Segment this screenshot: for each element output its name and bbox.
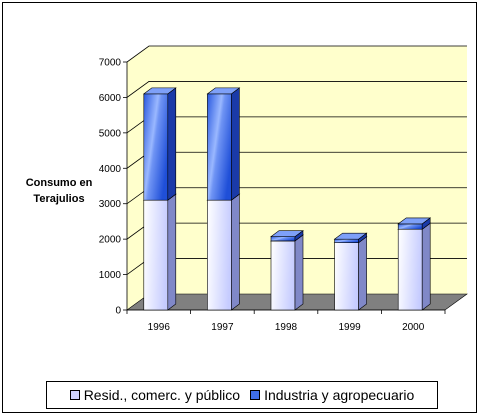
bar-1998-resid: [270, 234, 304, 311]
y-tick-label-2000: 2000: [99, 235, 122, 246]
chart-plot: 0 1000 2000 3000 4000 5000 6000 7000 1996 1997 199…: [99, 45, 468, 333]
gridline-6000: [126, 81, 467, 98]
y-tick-label-0: 0: [115, 306, 121, 317]
x-tick-label-1997: 1997: [211, 322, 234, 333]
y-tick-label-6000: 6000: [99, 93, 122, 104]
bar-1997-industria: [206, 87, 241, 201]
legend-swatch-industria: [250, 390, 261, 400]
x-tick-label-2000: 2000: [402, 322, 425, 333]
legend-item-industria: Industria y agropecuario: [250, 387, 414, 403]
y-tick-label-7000: 7000: [99, 58, 122, 69]
y-tick-label-4000: 4000: [99, 164, 122, 175]
bar-2000-industria: [397, 217, 432, 230]
x-tick-label-1998: 1998: [275, 322, 298, 333]
legend-item-resid: Resid., comerc. y público: [69, 387, 241, 403]
bar-1996-resid: [142, 193, 177, 311]
y-tick-label-3000: 3000: [99, 199, 122, 210]
x-tick-label-1999: 1999: [338, 322, 361, 333]
y-axis-label: Consumo en Terajulios: [25, 177, 93, 205]
bar-1997-resid: [206, 193, 241, 311]
legend: Resid., comerc. y público Industria y ag…: [46, 381, 438, 409]
legend-label-resid: Resid., comerc. y público: [83, 387, 241, 403]
bar-2000-resid: [397, 222, 432, 311]
legend-swatch-resid: [69, 390, 80, 400]
x-tick-label-1996: 1996: [148, 322, 171, 333]
bar-1999-resid: [333, 236, 368, 311]
bar-1999-industria: [333, 232, 368, 244]
y-tick-label-1000: 1000: [99, 270, 122, 281]
chart-frame: 0 1000 2000 3000 4000 5000 6000 7000 1996 1997 199…: [2, 2, 477, 413]
y-tick-label-5000: 5000: [99, 128, 122, 139]
bar-1996-industria: [142, 87, 177, 201]
legend-label-industria: Industria y agropecuario: [264, 387, 415, 403]
bar-1998-industria: [270, 230, 304, 242]
gridline-7000: [126, 45, 467, 63]
